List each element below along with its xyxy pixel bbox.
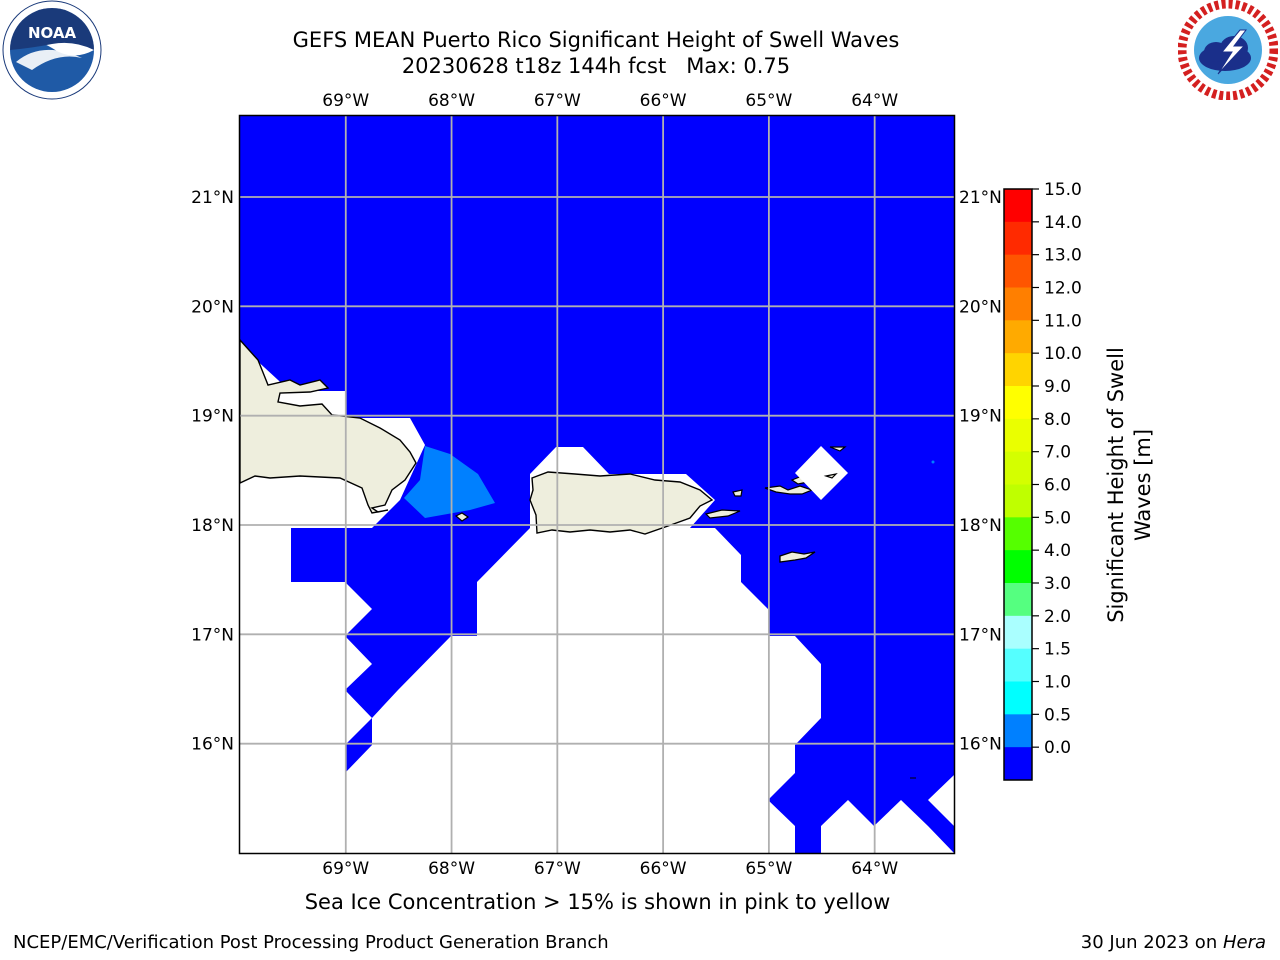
colorbar-segment bbox=[1004, 714, 1032, 748]
colorbar-tick-label: 7.0 bbox=[1044, 443, 1071, 463]
title-line-1: GEFS MEAN Puerto Rico Significant Height… bbox=[292, 28, 900, 52]
title-line-2: 20230628 t18z 144h fcst Max: 0.75 bbox=[401, 54, 791, 78]
lat-tick-label-right: 18°N bbox=[959, 516, 1002, 536]
mask-anegada bbox=[795, 446, 848, 500]
swell-field-mid bbox=[404, 446, 495, 518]
lon-tick-label-bottom: 66°W bbox=[640, 859, 687, 879]
colorbar-tick-label: 15.0 bbox=[1044, 180, 1082, 200]
colorbar-segment bbox=[1004, 451, 1032, 485]
lat-tick-label-right: 19°N bbox=[959, 407, 1002, 427]
colorbar-tick-label: 9.0 bbox=[1044, 377, 1071, 397]
colorbar-segment bbox=[1004, 583, 1032, 617]
colorbar-segment bbox=[1004, 648, 1032, 682]
colorbar-tick-label: 10.0 bbox=[1044, 344, 1082, 364]
colorbar-segment bbox=[1004, 681, 1032, 715]
colorbar-segment bbox=[1004, 353, 1032, 387]
land-anegada-islet bbox=[823, 473, 838, 479]
lat-tick-label-left: 18°N bbox=[191, 516, 234, 536]
footer-credit: NCEP/EMC/Verification Post Processing Pr… bbox=[13, 932, 609, 953]
colorbar-tick-label: 6.0 bbox=[1044, 476, 1071, 496]
tick-labels: 69°W 69°W 68°W 68°W 67°W 67°W 66°W 66°W 65°W 65°W… bbox=[191, 91, 1002, 879]
lon-tick-label-top: 69°W bbox=[322, 91, 369, 111]
colorbar-tick-label: 0.5 bbox=[1044, 705, 1071, 725]
colorbar-tick-label: 2.0 bbox=[1044, 607, 1071, 627]
land-anegada bbox=[829, 446, 847, 452]
colorbar-segment bbox=[1004, 221, 1032, 256]
colorbar: 15.0 14.0 13.0 12.0 11.0 10.0 9.0 8.0 7.0 6.0 5.0 4… bbox=[1003, 180, 1082, 781]
land-islet-west bbox=[454, 512, 470, 522]
map-frame bbox=[238, 114, 956, 855]
lat-tick-label-left: 20°N bbox=[191, 297, 234, 317]
land-st-croix bbox=[779, 551, 816, 563]
footer-date-text: 30 Jun 2023 on bbox=[1080, 932, 1223, 953]
land-hispaniola bbox=[239, 338, 417, 514]
lon-tick-label-top: 68°W bbox=[428, 91, 475, 111]
map-content bbox=[239, 115, 954, 853]
lat-tick-label-left: 16°N bbox=[191, 735, 234, 755]
land-vieques bbox=[704, 509, 741, 519]
lon-tick-label-top: 64°W bbox=[851, 91, 898, 111]
colorbar-tick-label: 1.5 bbox=[1044, 640, 1071, 660]
lon-tick-label-bottom: 67°W bbox=[534, 859, 581, 879]
colorbar-tick-label: 8.0 bbox=[1044, 410, 1071, 430]
colorbar-tick-label: 13.0 bbox=[1044, 246, 1082, 266]
lat-tick-label-right: 16°N bbox=[959, 735, 1002, 755]
colorbar-tick-label: 11.0 bbox=[1044, 311, 1082, 331]
lat-tick-label-right: 21°N bbox=[959, 188, 1002, 208]
lat-tick-label-left: 17°N bbox=[191, 625, 234, 645]
nws-logo bbox=[1178, 0, 1278, 100]
lat-tick-label-right: 20°N bbox=[959, 297, 1002, 317]
lon-tick-label-bottom: 64°W bbox=[851, 859, 898, 879]
colorbar-segment bbox=[1004, 189, 1032, 223]
colorbar-tick-label: 4.0 bbox=[1044, 541, 1071, 561]
swell-speck bbox=[931, 460, 935, 464]
gridlines bbox=[240, 115, 954, 853]
colorbar-segment bbox=[1004, 287, 1032, 321]
colorbar-tick-label: 0.0 bbox=[1044, 738, 1071, 758]
sea-ice-note: Sea Ice Concentration > 15% is shown in … bbox=[304, 890, 891, 914]
lon-tick-label-top: 66°W bbox=[640, 91, 687, 111]
colorbar-segment bbox=[1004, 747, 1032, 781]
swell-field-low bbox=[240, 115, 954, 853]
noaa-logo-text: NOAA bbox=[28, 24, 77, 42]
colorbar-segment bbox=[1004, 550, 1032, 584]
colorbar-tick-label: 3.0 bbox=[1044, 574, 1071, 594]
lon-tick-label-top: 65°W bbox=[745, 91, 792, 111]
land-culebra bbox=[732, 489, 743, 497]
footer-date: 30 Jun 2023 on Hera bbox=[1081, 932, 1266, 953]
footer-host: Hera bbox=[1222, 932, 1266, 953]
colorbar-segment bbox=[1004, 254, 1032, 288]
lon-tick-label-bottom: 69°W bbox=[322, 859, 369, 879]
colorbar-tick-label: 1.0 bbox=[1044, 673, 1071, 693]
lon-tick-label-top: 67°W bbox=[534, 91, 581, 111]
colorbar-label-line1: Significant Height of Swell bbox=[1104, 347, 1128, 623]
noaa-logo: NOAA bbox=[2, 0, 102, 100]
colorbar-tick-label: 12.0 bbox=[1044, 279, 1082, 299]
colorbar-tick-label: 5.0 bbox=[1044, 508, 1071, 528]
lon-tick-label-bottom: 68°W bbox=[428, 859, 475, 879]
lat-tick-label-left: 19°N bbox=[191, 407, 234, 427]
colorbar-segment bbox=[1004, 517, 1032, 551]
colorbar-segment bbox=[1004, 320, 1032, 354]
lon-tick-label-bottom: 65°W bbox=[745, 859, 792, 879]
colorbar-segment bbox=[1004, 615, 1032, 650]
lat-tick-label-left: 21°N bbox=[191, 188, 234, 208]
colorbar-segment bbox=[1004, 386, 1032, 420]
lat-tick-label-right: 17°N bbox=[959, 625, 1002, 645]
chart-title: GEFS MEAN Puerto Rico Significant Height… bbox=[0, 27, 1192, 79]
land-puerto-rico bbox=[529, 471, 714, 535]
colorbar-segment bbox=[1004, 484, 1032, 518]
colorbar-label-line2: Waves [m] bbox=[1131, 429, 1155, 541]
colorbar-tick-label: 14.0 bbox=[1044, 213, 1082, 233]
colorbar-segment bbox=[1004, 418, 1032, 453]
